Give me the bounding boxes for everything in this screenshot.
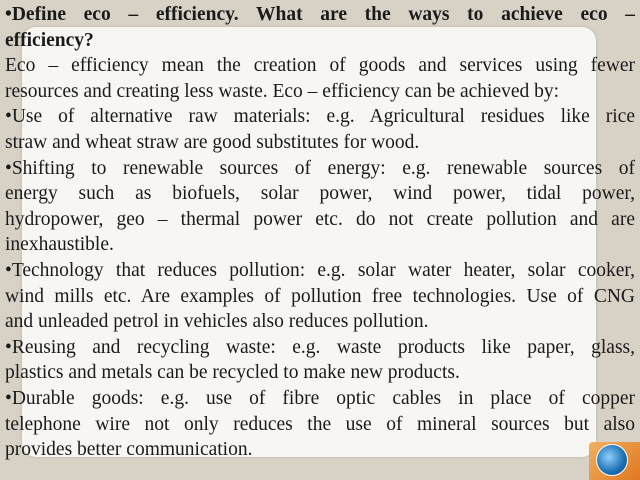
slide-panel [22, 27, 596, 457]
body-line: •Durable goods: e.g. use of fibre optic … [5, 387, 635, 409]
question-line: efficiency? [5, 29, 94, 51]
body-line: •Shifting to renewable sources of energy… [5, 157, 635, 179]
body-line: •Technology that reduces pollution: e.g.… [5, 259, 635, 281]
question-line: •Define eco – efficiency. What are the w… [5, 4, 635, 25]
slide-text: •Define eco – efficiency. What are the w… [5, 2, 635, 463]
body-line: and unleaded petrol in vehicles also red… [5, 311, 429, 333]
globe-icon [596, 444, 628, 476]
body-line: wind mills etc. Are examples of pollutio… [5, 285, 635, 307]
body-line: resources and creating less waste. Eco –… [5, 80, 560, 102]
dmtex-logo [589, 442, 640, 480]
body-line: •Use of alternative raw materials: e.g. … [5, 106, 635, 128]
body-line: provides better communication. [5, 439, 253, 461]
body-line: plastics and metals can be recycled to m… [5, 362, 460, 384]
body-line: hydropower, geo – thermal power etc. do … [5, 208, 635, 230]
body-line: Eco – efficiency mean the creation of go… [5, 55, 635, 77]
body-line: energy such as biofuels, solar power, wi… [5, 183, 635, 205]
body-line: •Reusing and recycling waste: e.g. waste… [5, 336, 635, 358]
body-line: inexhaustible. [5, 234, 114, 256]
body-line: telephone wire not only reduces the use … [5, 413, 635, 435]
body-line: straw and wheat straw are good substitut… [5, 131, 420, 153]
